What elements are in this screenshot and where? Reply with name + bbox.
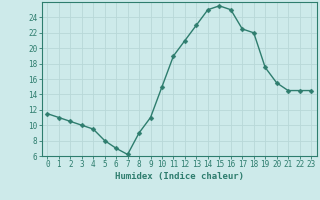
X-axis label: Humidex (Indice chaleur): Humidex (Indice chaleur) [115, 172, 244, 181]
